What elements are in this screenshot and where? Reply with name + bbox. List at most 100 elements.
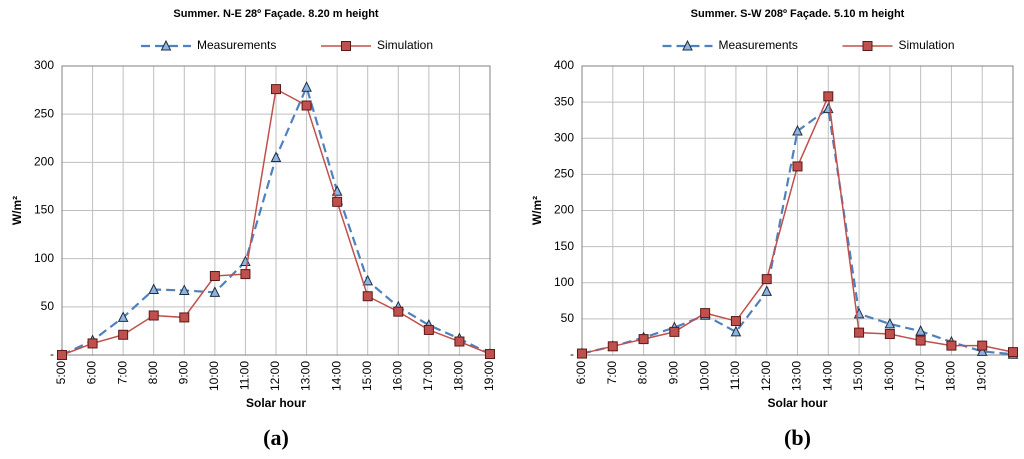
data-point bbox=[148, 283, 160, 294]
x-axis-label: Solar hour bbox=[246, 396, 306, 410]
y-tick-label: - bbox=[50, 347, 54, 361]
data-point bbox=[761, 285, 773, 296]
x-tick-label: 14:00 bbox=[820, 361, 834, 391]
data-point bbox=[209, 286, 221, 297]
x-tick-label: 10:00 bbox=[207, 361, 221, 391]
data-point bbox=[730, 316, 741, 327]
y-tick-label: 100 bbox=[34, 251, 54, 265]
chart-title: Summer. S-W 208º Façade. 5.10 m height bbox=[691, 8, 905, 20]
x-tick-label: 19:00 bbox=[482, 361, 496, 391]
data-point bbox=[976, 345, 988, 356]
chart-title: Summer. N-E 28º Façade. 8.20 m height bbox=[173, 8, 378, 20]
data-point bbox=[270, 151, 282, 163]
data-point bbox=[669, 326, 680, 337]
data-point bbox=[57, 350, 67, 360]
legend-marker bbox=[341, 41, 351, 51]
data-point bbox=[271, 84, 281, 95]
data-point bbox=[607, 341, 618, 352]
plot-frame bbox=[581, 65, 1014, 356]
x-tick-label: 17:00 bbox=[913, 361, 927, 391]
x-tick-label: 14:00 bbox=[329, 361, 343, 391]
data-point bbox=[884, 317, 896, 329]
x-tick-label: 19:00 bbox=[974, 361, 988, 391]
y-tick-label: 50 bbox=[41, 299, 55, 313]
legend-marker bbox=[160, 39, 172, 51]
data-point bbox=[638, 334, 649, 345]
data-point bbox=[854, 327, 865, 338]
data-point bbox=[118, 329, 129, 340]
x-tick-label: 8:00 bbox=[146, 361, 160, 385]
y-tick-label: 300 bbox=[34, 58, 54, 72]
data-point bbox=[332, 196, 343, 207]
x-tick-label: 13:00 bbox=[790, 361, 804, 391]
legend-label: Measurements bbox=[719, 38, 798, 52]
x-tick-label: 18:00 bbox=[452, 361, 466, 391]
legend-label: Measurements bbox=[197, 38, 276, 52]
data-point bbox=[179, 312, 190, 323]
data-point bbox=[792, 161, 803, 172]
y-axis-label: W/m² bbox=[530, 196, 544, 225]
data-point bbox=[700, 308, 711, 319]
x-tick-label: 12:00 bbox=[268, 361, 282, 391]
data-point bbox=[209, 271, 220, 282]
legend-marker bbox=[862, 41, 873, 51]
data-point bbox=[454, 336, 465, 347]
data-point bbox=[761, 274, 772, 285]
x-tick-label: 18:00 bbox=[944, 361, 958, 391]
legend-label: Simulation bbox=[899, 38, 955, 52]
data-point bbox=[393, 306, 404, 317]
y-tick-label: 250 bbox=[34, 106, 54, 120]
x-tick-label: 8:00 bbox=[636, 361, 650, 385]
x-tick-label: 5:00 bbox=[54, 361, 68, 385]
data-point bbox=[178, 284, 190, 295]
y-tick-label: 300 bbox=[554, 130, 574, 144]
y-tick-label: - bbox=[570, 347, 574, 361]
data-point bbox=[730, 325, 742, 337]
data-point bbox=[362, 274, 374, 286]
x-tick-label: 11:00 bbox=[728, 361, 742, 390]
data-point bbox=[240, 269, 251, 280]
y-tick-label: 150 bbox=[554, 239, 574, 253]
panel-label: (a) bbox=[263, 425, 289, 450]
data-point bbox=[485, 349, 495, 360]
y-tick-label: 100 bbox=[554, 275, 574, 289]
data-point bbox=[148, 310, 159, 321]
data-point bbox=[301, 100, 312, 111]
x-tick-label: 6:00 bbox=[574, 361, 588, 385]
y-tick-label: 250 bbox=[554, 167, 574, 181]
y-tick-label: 150 bbox=[34, 203, 54, 217]
x-tick-label: 7:00 bbox=[605, 361, 619, 385]
data-point bbox=[577, 348, 587, 359]
x-tick-label: 11:00 bbox=[238, 361, 252, 390]
x-tick-label: 12:00 bbox=[759, 361, 773, 391]
data-point bbox=[977, 340, 988, 351]
x-tick-label: 17:00 bbox=[421, 361, 435, 391]
legend-label: Simulation bbox=[377, 38, 433, 52]
data-point bbox=[915, 325, 926, 336]
x-tick-label: 16:00 bbox=[390, 361, 404, 391]
x-tick-label: 9:00 bbox=[176, 361, 190, 385]
data-point bbox=[301, 81, 312, 92]
data-point bbox=[423, 324, 434, 335]
x-tick-label: 15:00 bbox=[851, 361, 865, 391]
panel-label: (b) bbox=[784, 425, 811, 450]
y-axis-label: W/m² bbox=[10, 196, 24, 225]
data-point bbox=[884, 329, 895, 340]
y-tick-label: 200 bbox=[554, 203, 574, 217]
y-tick-label: 350 bbox=[554, 94, 574, 108]
y-tick-label: 200 bbox=[34, 155, 54, 169]
data-point bbox=[823, 91, 834, 102]
plot-frame bbox=[61, 65, 491, 356]
x-tick-label: 7:00 bbox=[115, 361, 129, 385]
x-tick-label: 9:00 bbox=[667, 361, 681, 385]
x-tick-label: 13:00 bbox=[299, 361, 313, 391]
y-tick-label: 50 bbox=[561, 311, 575, 325]
legend-marker bbox=[682, 39, 693, 51]
data-point bbox=[792, 124, 803, 136]
data-point bbox=[1008, 347, 1018, 358]
data-point bbox=[362, 291, 373, 302]
data-point bbox=[915, 335, 926, 346]
data-point bbox=[117, 311, 129, 322]
data-point bbox=[87, 338, 98, 349]
